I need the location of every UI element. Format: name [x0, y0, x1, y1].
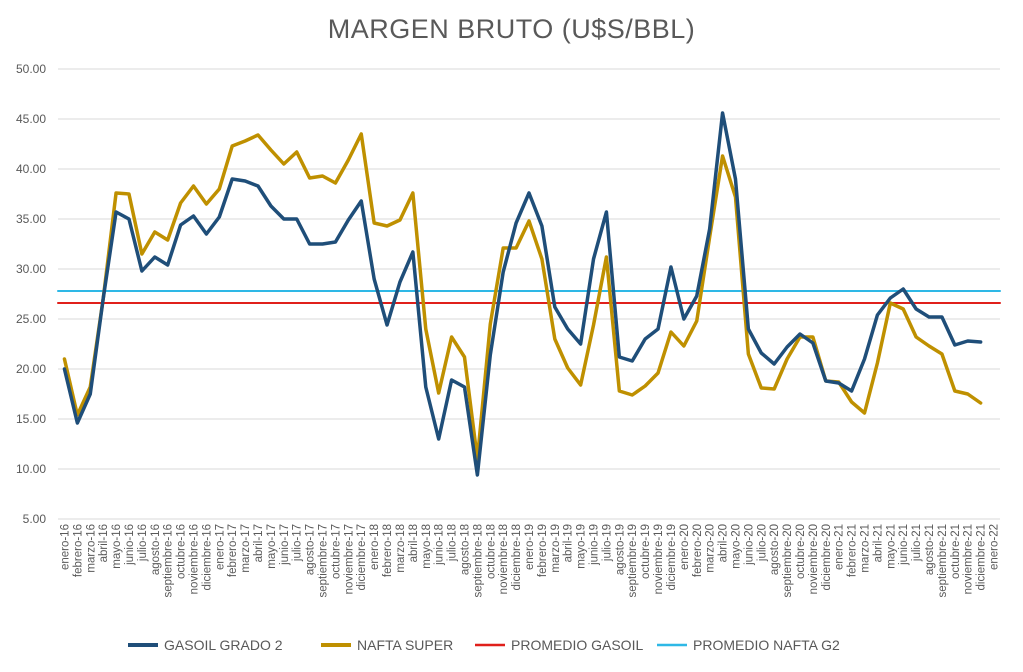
x-tick-label: julio-17	[292, 524, 304, 562]
y-tick-label: 50.00	[16, 62, 46, 76]
y-tick-label: 5.00	[23, 512, 47, 526]
x-tick-label: noviembre-19	[653, 524, 665, 594]
x-tick-label: agosto-17	[305, 524, 317, 575]
x-tick-label: abril-17	[253, 524, 265, 562]
x-tick-label: mayo-19	[576, 524, 588, 569]
x-tick-label: septiembre-19	[627, 524, 639, 598]
y-tick-label: 20.00	[16, 362, 46, 376]
x-tick-label: mayo-17	[266, 524, 278, 569]
x-tick-label: junio-21	[898, 524, 910, 566]
x-tick-label: septiembre-21	[937, 524, 949, 598]
x-tick-label: agosto-19	[614, 524, 626, 575]
x-tick-label: febrero-16	[72, 524, 84, 577]
y-tick-label: 10.00	[16, 462, 46, 476]
series-lines	[57, 111, 1001, 477]
x-tick-label: abril-21	[872, 524, 884, 562]
x-tick-label: marzo-18	[395, 524, 407, 573]
x-tick-label: enero-17	[214, 524, 226, 570]
x-tick-label: agosto-21	[924, 524, 936, 575]
x-tick-label: noviembre-20	[808, 524, 820, 594]
series-line-0	[62, 111, 983, 477]
x-tick-label: junio-20	[743, 524, 755, 566]
gridlines	[58, 68, 1000, 520]
x-tick-label: octubre-18	[485, 524, 497, 579]
x-tick-label: julio-21	[911, 524, 923, 562]
legend-label: PROMEDIO NAFTA G2	[693, 637, 840, 653]
x-tick-label: mayo-18	[421, 524, 433, 569]
x-tick-label: enero-21	[834, 524, 846, 570]
x-tick-label: julio-19	[601, 524, 613, 562]
y-tick-label: 30.00	[16, 262, 46, 276]
x-tick-label: noviembre-16	[188, 524, 200, 594]
x-tick-label: diciembre-19	[666, 524, 678, 590]
x-tick-label: mayo-20	[730, 524, 742, 569]
y-tick-label: 25.00	[16, 312, 46, 326]
x-tick-label: octubre-21	[950, 524, 962, 579]
x-tick-label: octubre-16	[176, 524, 188, 579]
x-tick-label: agosto-20	[769, 524, 781, 575]
x-tick-label: julio-18	[447, 524, 459, 562]
x-tick-label: junio-19	[589, 524, 601, 566]
x-tick-label: enero-20	[679, 524, 691, 570]
x-axis-ticks: enero-16 febrero-16 marzo-16 abril-16 mayo-1…	[59, 524, 1000, 598]
x-tick-label: junio-18	[434, 524, 446, 566]
x-tick-label: octubre-17	[330, 524, 342, 579]
y-tick-label: 45.00	[16, 112, 46, 126]
x-tick-label: abril-16	[98, 524, 110, 562]
x-tick-label: marzo-21	[860, 524, 872, 573]
x-tick-label: octubre-20	[795, 524, 807, 579]
y-tick-label: 35.00	[16, 212, 46, 226]
x-tick-label: junio-17	[279, 524, 291, 566]
x-tick-label: septiembre-20	[782, 524, 794, 598]
x-tick-label: diciembre-21	[976, 524, 988, 590]
x-tick-label: noviembre-21	[963, 524, 975, 594]
x-tick-label: febrero-20	[692, 524, 704, 577]
series-line-1	[62, 132, 983, 461]
x-tick-label: agosto-16	[150, 524, 162, 575]
x-tick-label: julio-16	[137, 524, 149, 562]
x-tick-label: marzo-16	[85, 524, 97, 573]
legend-label: NAFTA SUPER	[357, 637, 453, 653]
x-tick-label: septiembre-18	[472, 524, 484, 598]
x-tick-label: diciembre-16	[201, 524, 213, 590]
legend-label: PROMEDIO GASOIL	[511, 637, 643, 653]
x-tick-label: marzo-17	[240, 524, 252, 573]
x-tick-label: agosto-18	[459, 524, 471, 575]
y-tick-label: 15.00	[16, 412, 46, 426]
legend-label: GASOIL GRADO 2	[164, 637, 283, 653]
x-tick-label: febrero-17	[227, 524, 239, 577]
x-tick-label: noviembre-18	[498, 524, 510, 594]
x-tick-label: julio-20	[756, 524, 768, 562]
x-tick-label: septiembre-17	[318, 524, 330, 598]
y-axis-ticks: 5.00 10.00 15.00 20.00 25.00 30.00 35.00 40.00 4…	[16, 62, 46, 526]
legend: GASOIL GRADO 2 NAFTA SUPER PROMEDIO GASOIL…	[128, 637, 840, 653]
x-tick-label: septiembre-16	[163, 524, 175, 598]
x-tick-label: abril-19	[563, 524, 575, 562]
x-tick-label: febrero-21	[847, 524, 859, 577]
x-tick-label: diciembre-18	[511, 524, 523, 590]
x-tick-label: diciembre-17	[356, 524, 368, 590]
x-tick-label: mayo-21	[885, 524, 897, 569]
chart-title: MARGEN BRUTO (U$S/BBL)	[327, 14, 696, 44]
x-tick-label: enero-18	[369, 524, 381, 570]
x-tick-label: diciembre-20	[821, 524, 833, 590]
y-tick-label: 40.00	[16, 162, 46, 176]
x-tick-label: mayo-16	[111, 524, 123, 569]
x-tick-label: octubre-19	[640, 524, 652, 579]
x-tick-label: enero-22	[989, 524, 1001, 570]
x-tick-label: marzo-20	[705, 524, 717, 573]
x-tick-label: abril-20	[718, 524, 730, 562]
x-tick-label: febrero-18	[382, 524, 394, 577]
x-tick-label: noviembre-17	[343, 524, 355, 594]
x-tick-label: junio-16	[124, 524, 136, 566]
x-tick-label: febrero-19	[537, 524, 549, 577]
x-tick-label: marzo-19	[550, 524, 562, 573]
x-tick-label: enero-16	[59, 524, 71, 570]
x-tick-label: enero-19	[524, 524, 536, 570]
x-tick-label: abril-18	[408, 524, 420, 562]
